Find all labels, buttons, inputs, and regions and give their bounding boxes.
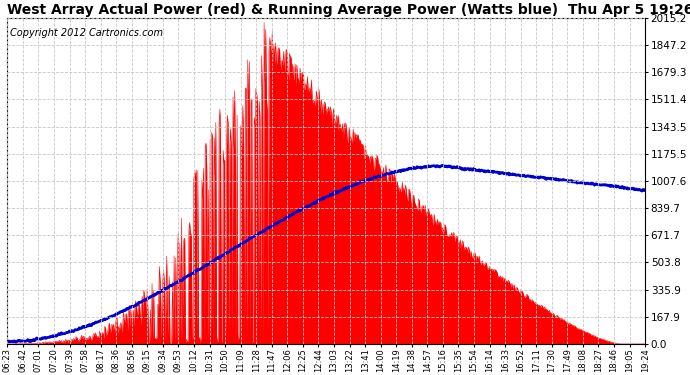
Text: West Array Actual Power (red) & Running Average Power (Watts blue)  Thu Apr 5 19: West Array Actual Power (red) & Running … <box>8 3 690 17</box>
Text: Copyright 2012 Cartronics.com: Copyright 2012 Cartronics.com <box>10 28 164 38</box>
